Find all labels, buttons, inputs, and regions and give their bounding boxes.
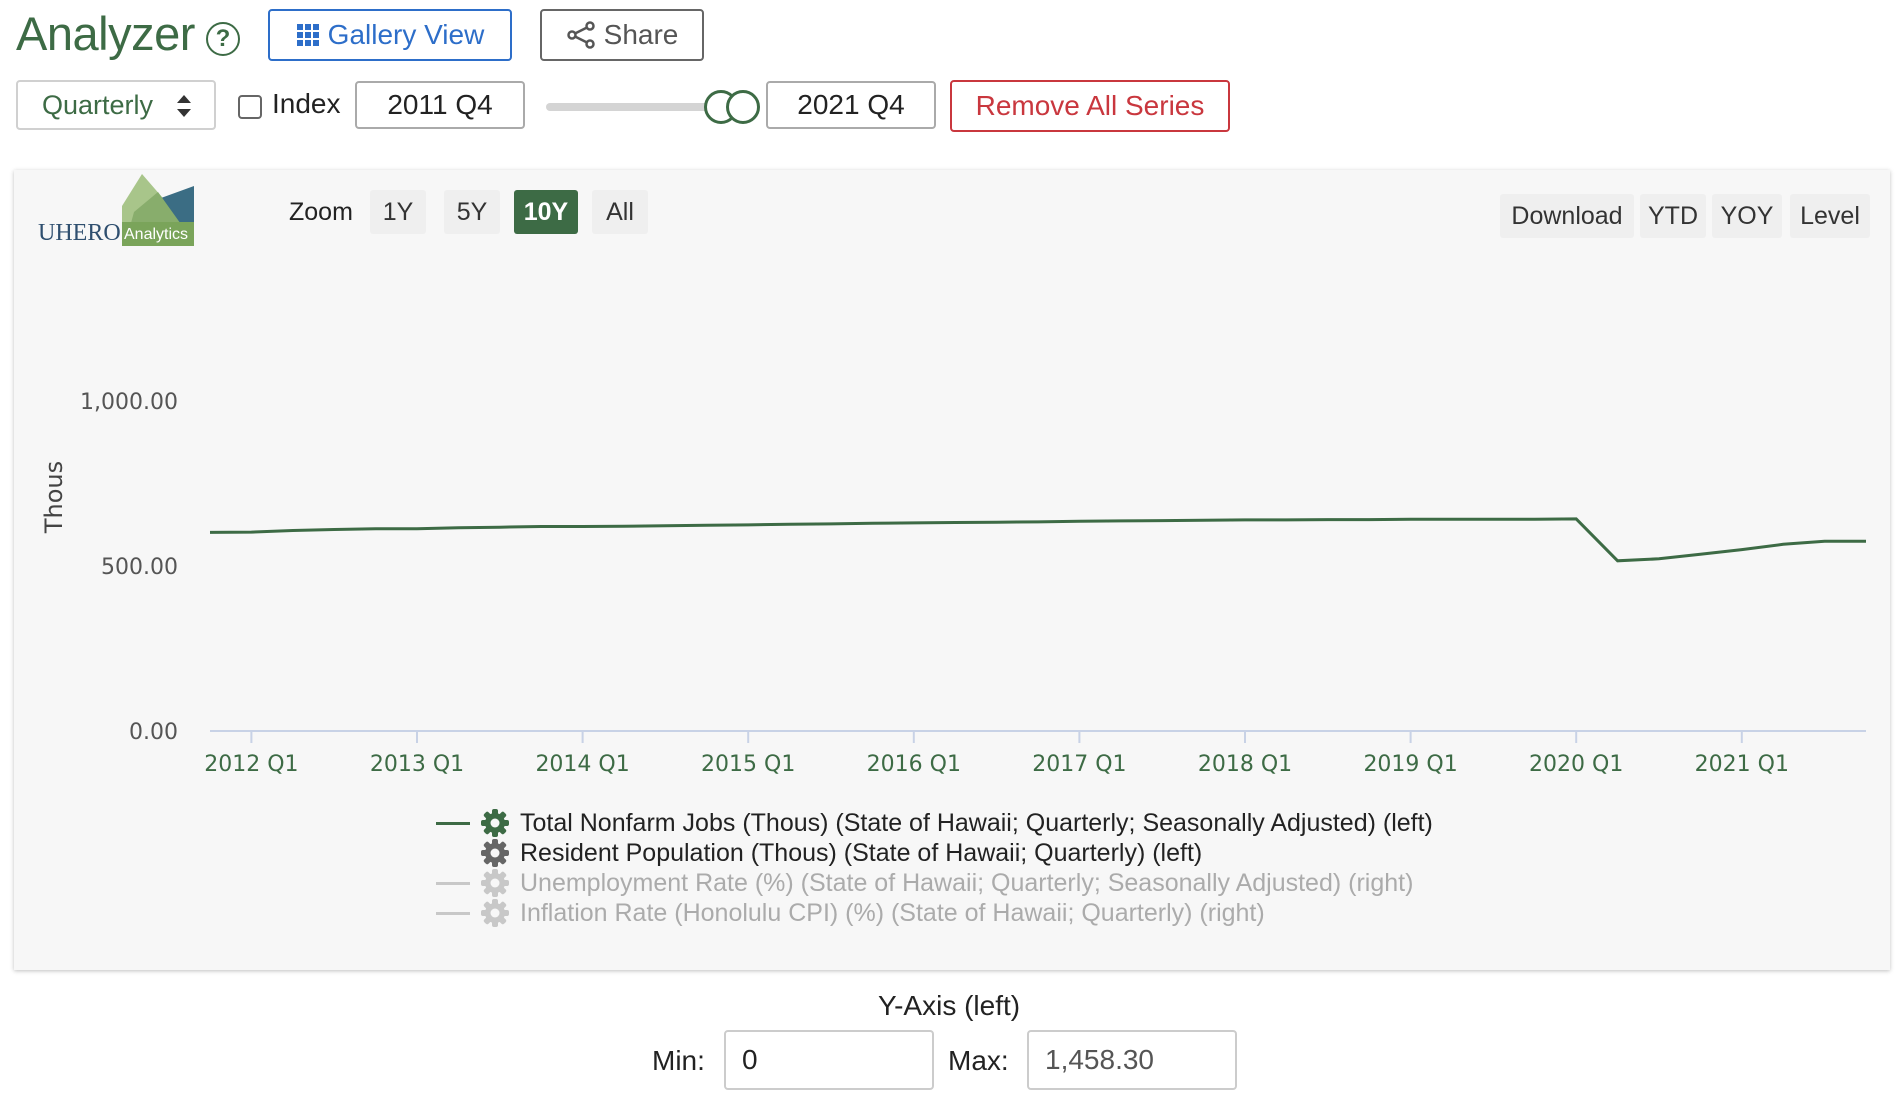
- legend-label: Inflation Rate (Honolulu CPI) (%) (State…: [520, 898, 1265, 927]
- legend-label: Total Nonfarm Jobs (Thous) (State of Haw…: [520, 808, 1433, 837]
- x-tick-label: 2019 Q1: [1363, 752, 1457, 777]
- line-chart: Thous 0.00 500.00 1,000.00 2012 Q1 2013 Q1 2…: [40, 390, 1866, 777]
- logo-text-sub: Analytics: [124, 226, 189, 243]
- index-label: Index: [272, 88, 341, 119]
- series-line-total-nonfarm-jobs[interactable]: [209, 517, 1866, 563]
- slider-handle-end[interactable]: [726, 90, 760, 124]
- y-min-input[interactable]: 0: [724, 1030, 934, 1090]
- page-title: Analyzer: [16, 7, 195, 60]
- legend-line-swatch: [436, 821, 470, 825]
- download-button[interactable]: Download: [1500, 194, 1634, 238]
- frequency-value: Quarterly: [42, 89, 154, 120]
- frequency-select[interactable]: Quarterly: [16, 80, 216, 130]
- y-tick-label: 500.00: [101, 555, 178, 580]
- logo-text-main: UHERO: [38, 220, 121, 246]
- date-range-slider[interactable]: [546, 103, 726, 111]
- y-axis-label: Thous: [40, 461, 68, 534]
- legend-label: Unemployment Rate (%) (State of Hawaii; …: [520, 868, 1414, 897]
- zoom-label: Zoom: [289, 198, 353, 226]
- end-date-field[interactable]: 2021 Q4: [766, 81, 936, 129]
- gear-icon[interactable]: [480, 868, 510, 898]
- legend-line-swatch: [436, 852, 470, 855]
- gear-icon[interactable]: [480, 838, 510, 868]
- gear-icon[interactable]: [480, 808, 510, 838]
- x-tick-label: 2014 Q1: [535, 752, 629, 777]
- zoom-1y-button[interactable]: 1Y: [370, 190, 426, 234]
- ytd-button[interactable]: YTD: [1640, 194, 1706, 238]
- zoom-all-button[interactable]: All: [592, 190, 648, 234]
- legend-label: Resident Population (Thous) (State of Ha…: [520, 838, 1203, 867]
- level-button[interactable]: Level: [1790, 194, 1870, 238]
- zoom-5y-button[interactable]: 5Y: [444, 190, 500, 234]
- legend-item-total-nonfarm-jobs[interactable]: Total Nonfarm Jobs (Thous) (State of Haw…: [436, 808, 1433, 838]
- x-tick-label: 2012 Q1: [204, 752, 298, 777]
- gear-icon[interactable]: [480, 898, 510, 928]
- sort-arrows-icon: [176, 94, 192, 125]
- x-tick-label: 2013 Q1: [370, 752, 464, 777]
- x-tick-label: 2021 Q1: [1695, 752, 1789, 777]
- yoy-button[interactable]: YOY: [1712, 194, 1782, 238]
- max-label: Max:: [948, 1045, 1009, 1076]
- x-tick-label: 2017 Q1: [1032, 752, 1126, 777]
- y-max-input[interactable]: 1,458.30: [1027, 1030, 1237, 1090]
- share-icon: [566, 21, 596, 49]
- legend-item-inflation-rate[interactable]: Inflation Rate (Honolulu CPI) (%) (State…: [436, 898, 1265, 928]
- uhero-logo: UHERO Analytics: [38, 172, 194, 246]
- gallery-view-button[interactable]: Gallery View: [268, 9, 512, 61]
- x-tick-label: 2018 Q1: [1198, 752, 1292, 777]
- question-circle-icon[interactable]: ?: [206, 22, 240, 56]
- legend-item-unemployment-rate[interactable]: Unemployment Rate (%) (State of Hawaii; …: [436, 868, 1413, 898]
- legend-line-swatch: [436, 881, 470, 885]
- legend-line-swatch: [436, 911, 470, 915]
- y-tick-label: 0.00: [129, 720, 178, 745]
- index-checkbox[interactable]: [238, 95, 262, 119]
- share-button[interactable]: Share: [540, 9, 704, 61]
- x-tick-label: 2020 Q1: [1529, 752, 1623, 777]
- x-tick-label: 2016 Q1: [867, 752, 961, 777]
- uhero-logo-mark: [122, 174, 194, 246]
- chart-panel: [14, 170, 1890, 970]
- grid-icon: [296, 23, 320, 47]
- x-tick-label: 2015 Q1: [701, 752, 795, 777]
- zoom-10y-button[interactable]: 10Y: [514, 190, 578, 234]
- legend-item-resident-population[interactable]: Resident Population (Thous) (State of Ha…: [436, 838, 1202, 868]
- y-tick-label: 1,000.00: [80, 390, 178, 415]
- share-label: Share: [603, 19, 679, 50]
- remove-all-series-button[interactable]: Remove All Series: [950, 80, 1230, 132]
- gallery-view-label: Gallery View: [327, 19, 485, 50]
- min-label: Min:: [652, 1045, 705, 1076]
- start-date-field[interactable]: 2011 Q4: [355, 81, 525, 129]
- y-axis-controls-title: Y-Axis (left): [878, 990, 1021, 1021]
